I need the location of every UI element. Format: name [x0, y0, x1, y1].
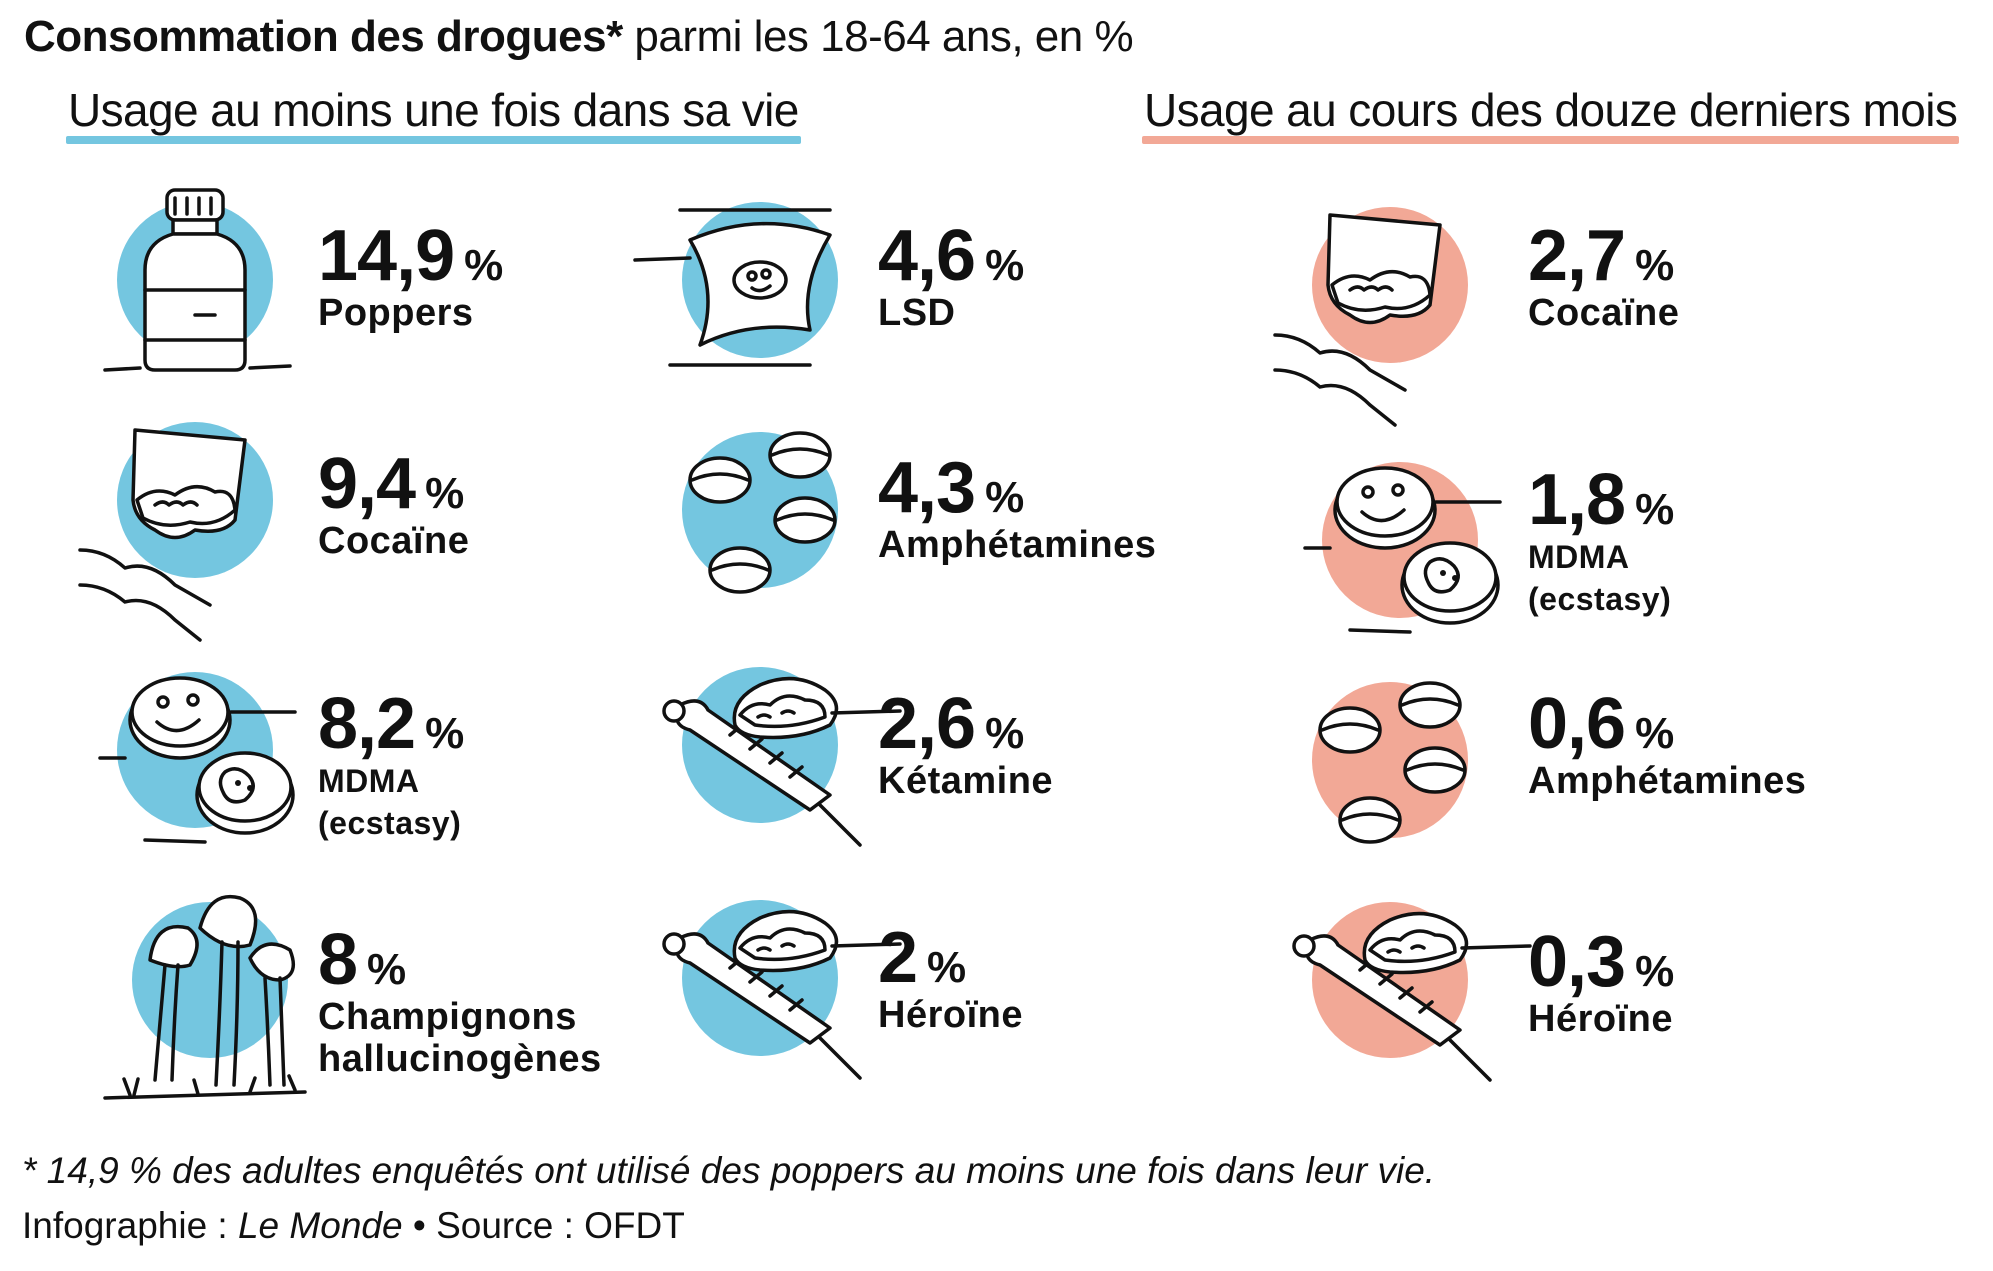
- amphetamine-pills-icon-drawing: [1312, 681, 1468, 844]
- drug-text: 9,4% Cocaïne: [318, 448, 469, 562]
- percent-sign: %: [425, 709, 465, 758]
- percent-sign: %: [367, 945, 407, 994]
- section-underline-last-year: [1142, 136, 1960, 144]
- percent-sign: %: [1635, 709, 1675, 758]
- amphetamine-pills-icon: [660, 410, 860, 610]
- amphetamine-pills-icon-drawing: [682, 431, 838, 594]
- percent-sign: %: [985, 473, 1025, 522]
- drug-text: 1,8% MDMA (ecstasy): [1528, 464, 1674, 620]
- drug-text: 0,6% Amphétamines: [1528, 688, 1806, 802]
- percent-sign: %: [985, 709, 1025, 758]
- drug-text: 4,3% Amphétamines: [878, 452, 1156, 566]
- drug-label: Kétamine: [878, 760, 1054, 802]
- drug-label: MDMA: [1528, 539, 1630, 575]
- chart-title: Consommation des drogues* parmi les 18-6…: [24, 12, 1134, 62]
- drug-label-line2: (ecstasy): [1528, 581, 1672, 617]
- drug-value: 0,3: [1528, 922, 1626, 1002]
- poppers-bottle-icon: [95, 180, 295, 380]
- poppers-bottle-icon-drawing: [103, 188, 292, 372]
- percent-sign: %: [464, 241, 504, 290]
- cocaine-bag-icon-drawing: [78, 422, 273, 642]
- footnote: * 14,9 % des adultes enquêtés ont utilis…: [22, 1150, 1436, 1191]
- drug-text: 8% Champignons hallucinogènes: [318, 924, 602, 1080]
- drug-value: 4,6: [878, 216, 976, 296]
- drug-label: Poppers: [318, 292, 474, 334]
- drug-value: 2,6: [878, 684, 976, 764]
- drug-value: 14,9: [318, 216, 455, 296]
- drug-text: 14,9% Poppers: [318, 220, 503, 334]
- syringe-spoon-icon: [660, 645, 902, 847]
- lsd-blotter-icon-drawing: [633, 202, 838, 367]
- drug-text: 2,7% Cocaïne: [1528, 220, 1679, 334]
- percent-sign: %: [425, 469, 465, 518]
- syringe-spoon-icon-drawing: [662, 667, 902, 847]
- section-heading-lifetime-label: Usage au moins une fois dans sa vie: [68, 84, 799, 136]
- percent-sign: %: [1635, 485, 1675, 534]
- drug-label: Héroïne: [878, 994, 1023, 1036]
- section-heading-last-year-label: Usage au cours des douze derniers mois: [1144, 84, 1958, 136]
- mdma-pills-icon-drawing: [1303, 462, 1502, 634]
- credit-prefix: Infographie :: [22, 1205, 238, 1246]
- credit-publication: Le Monde: [237, 1205, 403, 1246]
- drug-label-line2: (ecstasy): [318, 805, 462, 841]
- drug-label: MDMA: [318, 763, 420, 799]
- syringe-spoon-icon: [1290, 880, 1532, 1082]
- percent-sign: %: [927, 943, 967, 992]
- drug-label: Amphétamines: [1528, 760, 1807, 802]
- drug-value: 2: [878, 918, 918, 998]
- drug-value: 1,8: [1528, 460, 1626, 540]
- cocaine-bag-icon: [78, 400, 295, 642]
- mdma-pills-icon-drawing: [98, 672, 297, 844]
- drug-label: Champignons: [318, 996, 577, 1038]
- section-heading-last-year: Usage au cours des douze derniers mois: [1142, 84, 1960, 144]
- drug-text: 2% Héroïne: [878, 922, 1023, 1036]
- amphetamine-pills-icon: [1290, 660, 1490, 860]
- syringe-spoon-icon: [660, 878, 902, 1080]
- syringe-spoon-icon-drawing: [1292, 902, 1532, 1082]
- drug-label: Héroïne: [1528, 998, 1673, 1040]
- drug-value: 9,4: [318, 444, 416, 524]
- drug-label: LSD: [878, 292, 956, 334]
- cocaine-bag-icon: [1273, 185, 1490, 427]
- drug-label: Cocaïne: [318, 520, 470, 562]
- title-bold: Consommation des drogues*: [24, 12, 623, 61]
- section-underline-lifetime: [66, 136, 801, 144]
- drug-label: Amphétamines: [878, 524, 1157, 566]
- drug-text: 8,2% MDMA (ecstasy): [318, 688, 464, 844]
- drug-value: 0,6: [1528, 684, 1626, 764]
- drug-label-line2: hallucinogènes: [318, 1038, 602, 1080]
- credit: Infographie : Le Monde • Source : OFDT: [22, 1205, 685, 1247]
- percent-sign: %: [985, 241, 1025, 290]
- mushrooms-icon: [103, 880, 310, 1100]
- drug-value: 4,3: [878, 448, 976, 528]
- drug-text: 0,3% Héroïne: [1528, 926, 1674, 1040]
- mdma-pills-icon: [1300, 440, 1502, 640]
- mushrooms-icon-drawing: [103, 894, 307, 1100]
- drug-value: 8: [318, 920, 358, 1000]
- drug-text: 2,6% Kétamine: [878, 688, 1053, 802]
- drug-text: 4,6% LSD: [878, 220, 1024, 334]
- percent-sign: %: [1635, 241, 1675, 290]
- drug-value: 8,2: [318, 684, 416, 764]
- drug-label: Cocaïne: [1528, 292, 1680, 334]
- credit-suffix: • Source : OFDT: [402, 1205, 685, 1246]
- title-rest: parmi les 18-64 ans, en %: [634, 12, 1134, 61]
- mdma-pills-icon: [95, 650, 297, 850]
- percent-sign: %: [1635, 947, 1675, 996]
- cocaine-bag-icon-drawing: [1273, 207, 1468, 427]
- lsd-blotter-icon: [633, 180, 860, 380]
- drug-value: 2,7: [1528, 216, 1626, 296]
- syringe-spoon-icon-drawing: [662, 900, 902, 1080]
- section-heading-lifetime: Usage au moins une fois dans sa vie: [66, 84, 801, 144]
